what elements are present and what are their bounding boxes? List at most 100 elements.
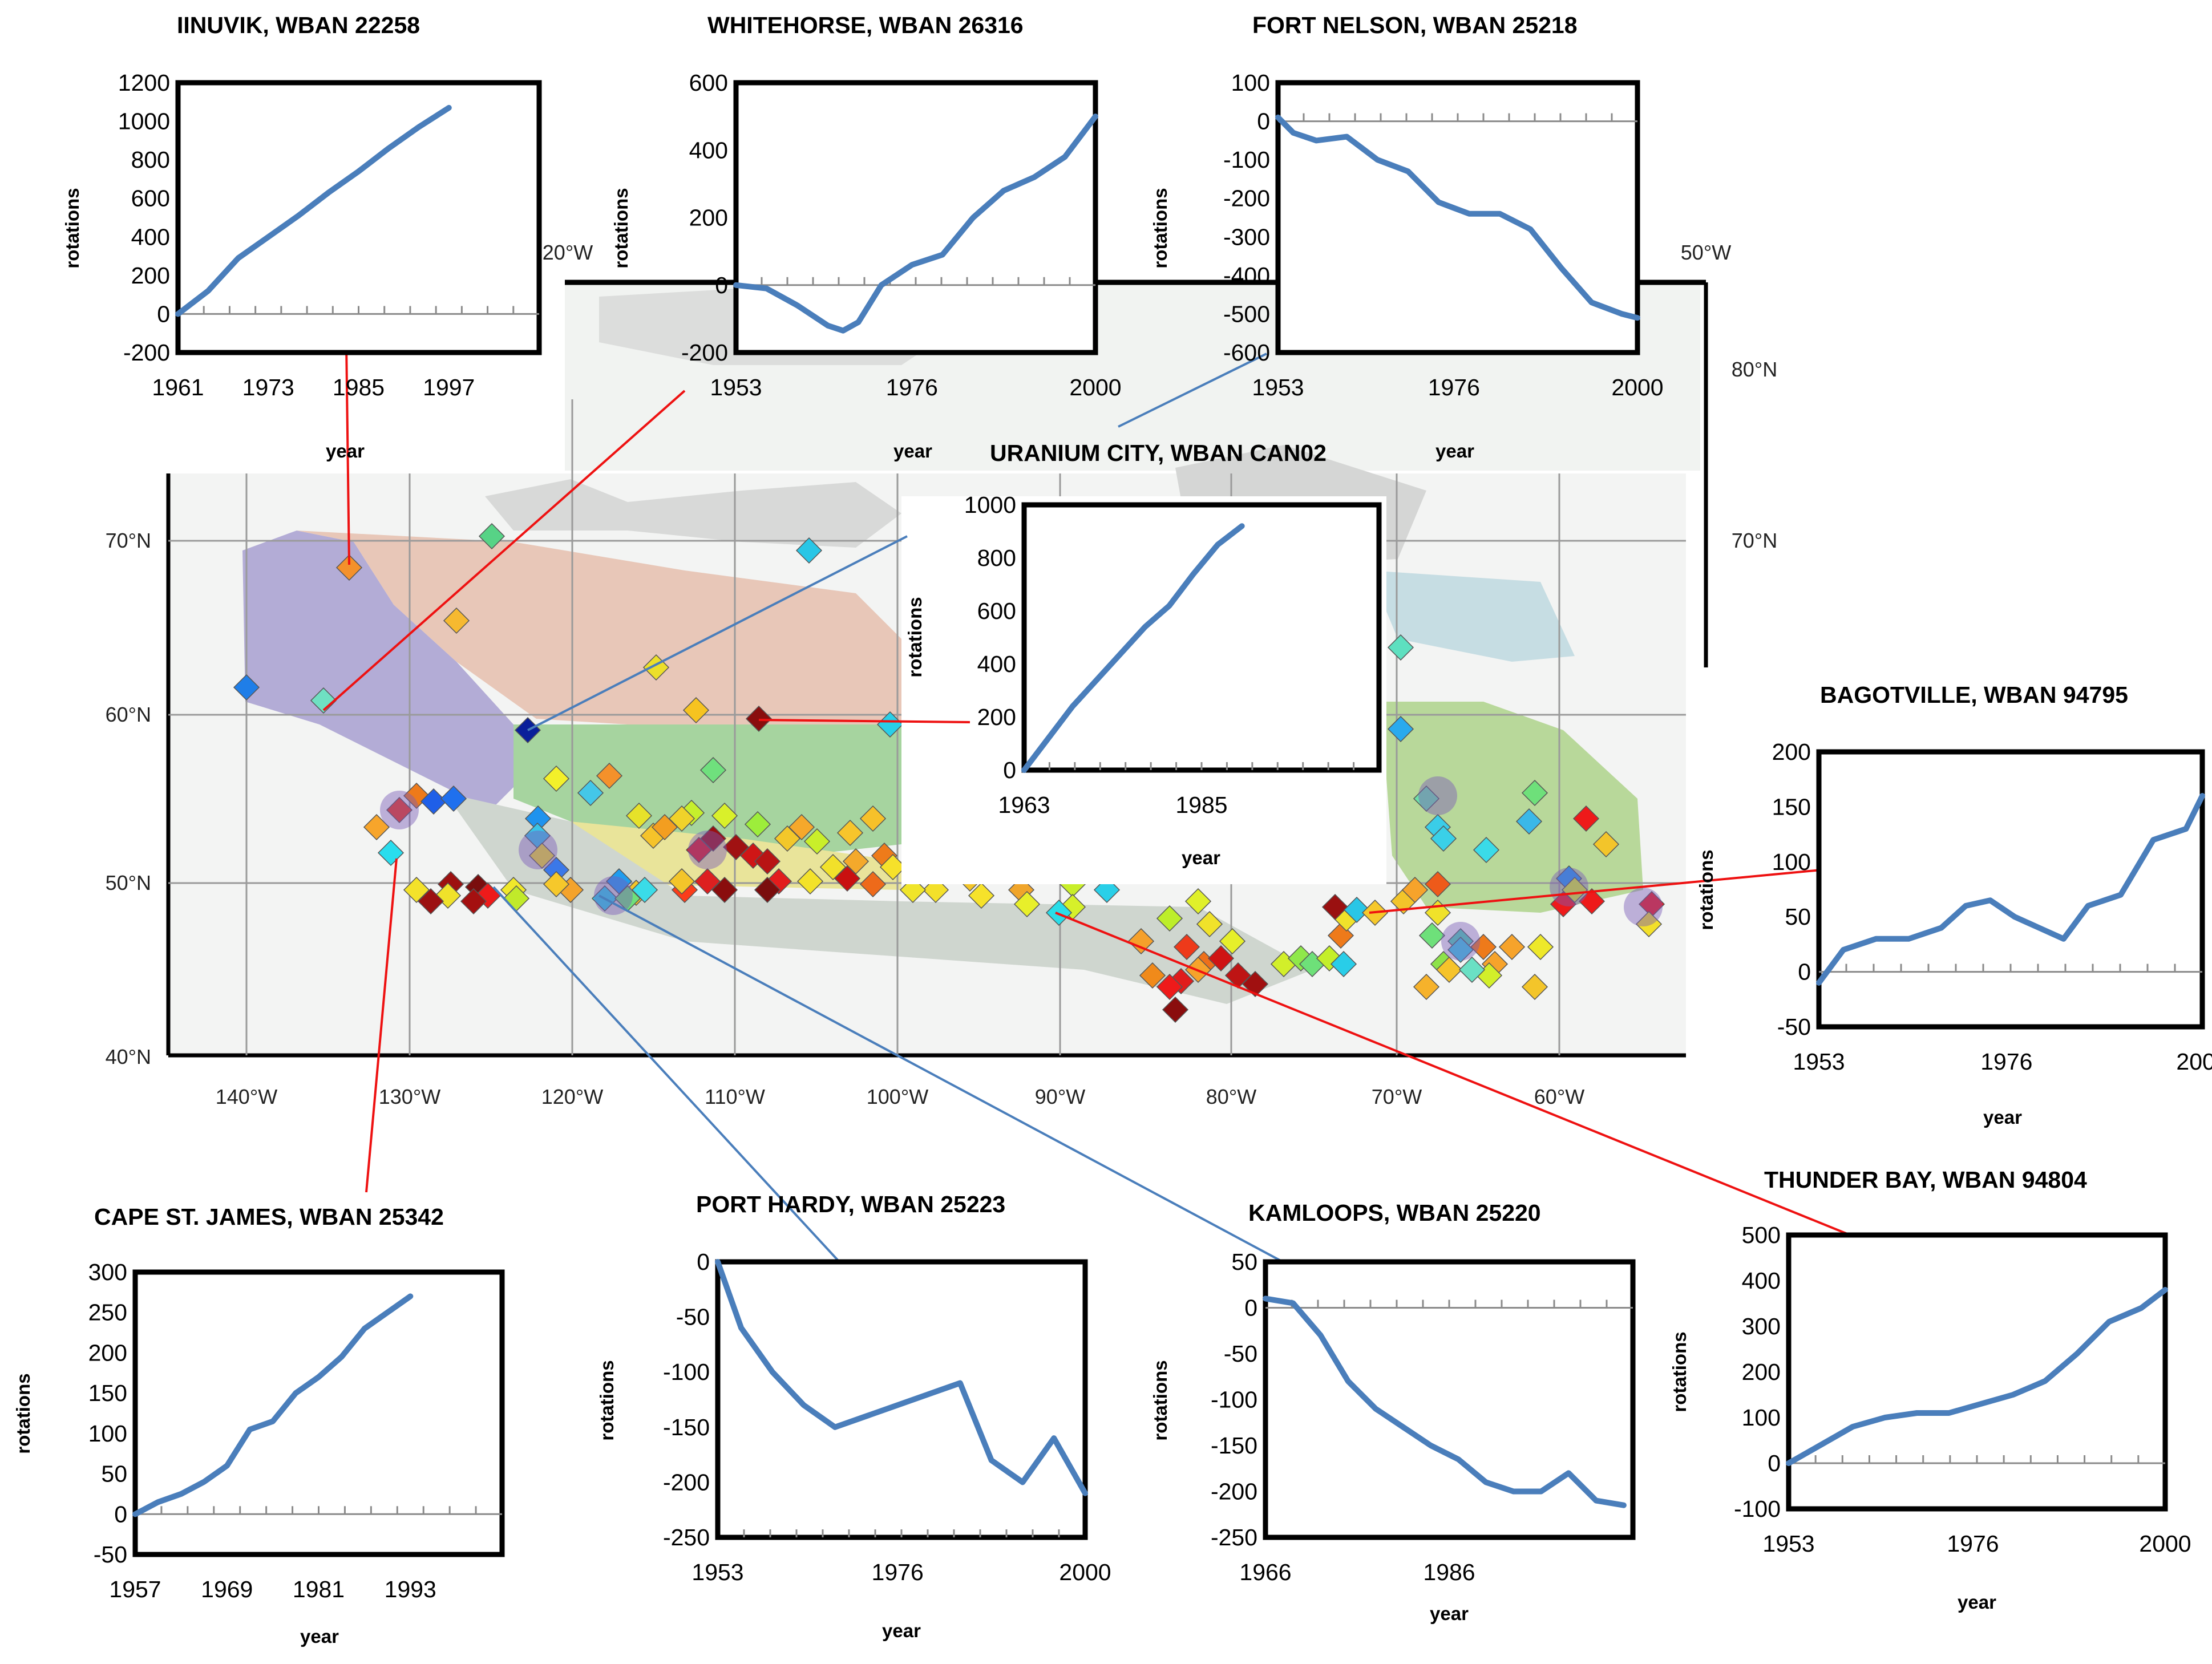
station-highlight-ring [1550, 868, 1588, 906]
y-tick-label: 200 [977, 704, 1016, 730]
inset-chart-whitehorse: WHITEHORSE, WBAN 26316 -200 0 200 400 600 1953… [610, 12, 1122, 461]
station-marker [1139, 962, 1166, 989]
y-tick-label: 600 [131, 185, 170, 212]
station-marker [1470, 933, 1497, 961]
station-highlight-ring [594, 876, 633, 915]
map-lon-label: 70°W [1372, 1085, 1422, 1108]
station-marker [699, 825, 727, 852]
x-tick-label: 2000 [2176, 1048, 2212, 1075]
y-tick-label: 150 [88, 1380, 127, 1406]
station-marker [625, 802, 653, 829]
y-tick-label: -200 [123, 339, 170, 366]
inset-chart-kamloops: KAMLOOPS, WBAN 25220 -250 -200 -150 -100 -50 0… [1150, 1200, 1636, 1624]
station-marker [668, 805, 695, 832]
y-tick-label: 800 [977, 545, 1016, 571]
station-marker [1592, 831, 1620, 858]
y-axis-label: rotations [610, 188, 632, 268]
station-marker [1473, 836, 1500, 864]
station-marker [335, 554, 363, 581]
station-marker [803, 828, 831, 855]
x-tick-label: 1997 [423, 374, 475, 400]
station-marker [1435, 956, 1463, 983]
y-tick-label: -500 [1223, 301, 1270, 327]
chart-title: PORT HARDY, WBAN 25223 [696, 1191, 1005, 1217]
y-tick-label: 0 [1798, 959, 1811, 985]
y-tick-label: 100 [1742, 1404, 1781, 1431]
plot-frame [1021, 502, 1382, 773]
y-tick-label: 100 [1772, 849, 1811, 875]
station-highlight-ring [1441, 922, 1480, 961]
station-marker [1156, 905, 1183, 932]
map-lon-label: 60°W [1534, 1085, 1584, 1108]
leader-cape-st-james [365, 858, 398, 1193]
series-line [132, 1293, 414, 1517]
station-marker [745, 705, 773, 732]
station-marker [1173, 933, 1200, 961]
series-line [1816, 793, 2205, 986]
y-tick-label: 200 [689, 205, 728, 231]
station-marker [1572, 805, 1600, 832]
series-line [1263, 1295, 1627, 1508]
station-marker [460, 888, 487, 915]
plot-frame [1816, 749, 2205, 1030]
y-tick-label: 1200 [118, 70, 170, 96]
y-tick-label: -50 [676, 1304, 710, 1330]
x-tick-label: 1953 [1762, 1531, 1814, 1557]
station-marker [1387, 715, 1414, 743]
station-marker [1521, 973, 1548, 1001]
station-marker [1330, 950, 1357, 978]
inset-chart-fort_nelson: FORT NELSON, WBAN 25218 -600 -500 -400 -300 -… [1150, 12, 1664, 461]
y-tick-label: 200 [1772, 739, 1811, 765]
station-marker [859, 871, 887, 898]
chart-title: URANIUM CITY, WBAN CAN02 [990, 440, 1327, 466]
station-marker [440, 785, 467, 812]
leader-kamloops [599, 894, 1319, 1282]
y-tick-label: 0 [114, 1501, 127, 1527]
chart-title: BAGOTVILLE, WBAN 94795 [1820, 682, 2128, 708]
y-tick-label: 600 [977, 598, 1016, 624]
arctic-islands [485, 479, 901, 548]
station-marker [1162, 996, 1189, 1023]
y-tick-label: -200 [1223, 185, 1270, 212]
station-marker [310, 687, 337, 714]
series-line [1021, 523, 1245, 773]
station-marker [1430, 825, 1457, 852]
series-line [733, 114, 1098, 334]
x-tick-label: 1973 [242, 374, 294, 400]
station-marker [668, 868, 695, 895]
x-axis-label: year [326, 440, 365, 461]
map-lon-label: 140°W [216, 1085, 277, 1108]
station-marker [1343, 896, 1370, 924]
y-axis-label: rotations [904, 597, 925, 677]
x-tick-label: 2000 [1059, 1559, 1111, 1585]
station-marker [1321, 893, 1349, 921]
x-tick-label: 2000 [1069, 374, 1121, 400]
y-tick-label: 0 [1244, 1295, 1257, 1321]
map-lon-label: 110°W [705, 1085, 765, 1108]
station-marker [1156, 973, 1183, 1001]
y-tick-label: -600 [1223, 339, 1270, 366]
station-marker [1127, 928, 1155, 955]
y-tick-label: -100 [1734, 1496, 1781, 1522]
leader-uranium-red [758, 719, 970, 723]
station-marker [1527, 933, 1554, 961]
y-tick-label: 200 [131, 262, 170, 289]
x-tick-label: 1985 [1175, 792, 1227, 818]
y-tick-label: -100 [1211, 1387, 1257, 1413]
chart-title: FORT NELSON, WBAN 25218 [1252, 12, 1578, 38]
y-tick-label: -50 [1224, 1341, 1257, 1367]
x-tick-label: 1981 [293, 1576, 345, 1602]
x-tick-label: 1976 [1947, 1531, 1999, 1557]
zone-grey-south [445, 793, 1312, 1004]
leader-port-hardy [492, 886, 868, 1293]
series-line [1786, 1287, 2168, 1466]
plot-frame [1275, 80, 1640, 355]
y-tick-label: -300 [1223, 224, 1270, 250]
inset-chart-bagotville: BAGOTVILLE, WBAN 94795 -50 0 50 100 150 200 195… [1696, 682, 2212, 1128]
y-tick-label: 0 [1003, 757, 1016, 783]
series-line [1275, 114, 1640, 321]
station-marker [1387, 634, 1414, 661]
station-marker [363, 813, 390, 841]
